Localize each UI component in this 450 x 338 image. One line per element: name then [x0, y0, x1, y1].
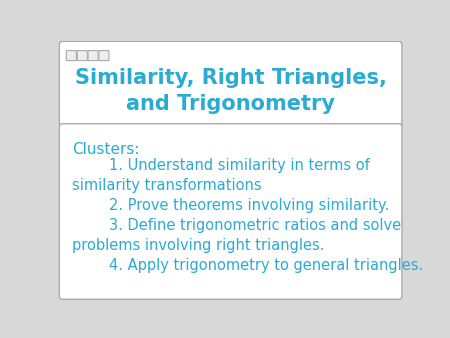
- Text: 2. Prove theorems involving similarity.: 2. Prove theorems involving similarity.: [72, 198, 389, 213]
- Text: Clusters:: Clusters:: [72, 142, 139, 157]
- FancyBboxPatch shape: [59, 41, 402, 127]
- FancyBboxPatch shape: [59, 124, 402, 299]
- Text: 4. Apply trigonometry to general triangles.: 4. Apply trigonometry to general triangl…: [72, 258, 423, 273]
- Text: Similarity, Right Triangles,: Similarity, Right Triangles,: [75, 68, 387, 88]
- Text: problems involving right triangles.: problems involving right triangles.: [72, 238, 324, 253]
- Text: similarity transformations: similarity transformations: [72, 178, 261, 193]
- Text: 1. Understand similarity in terms of: 1. Understand similarity in terms of: [72, 158, 369, 173]
- FancyBboxPatch shape: [77, 51, 87, 61]
- FancyBboxPatch shape: [88, 51, 98, 61]
- FancyBboxPatch shape: [99, 51, 109, 61]
- Text: 3. Define trigonometric ratios and solve: 3. Define trigonometric ratios and solve: [72, 218, 401, 233]
- Text: and Trigonometry: and Trigonometry: [126, 94, 335, 114]
- FancyBboxPatch shape: [66, 51, 76, 61]
